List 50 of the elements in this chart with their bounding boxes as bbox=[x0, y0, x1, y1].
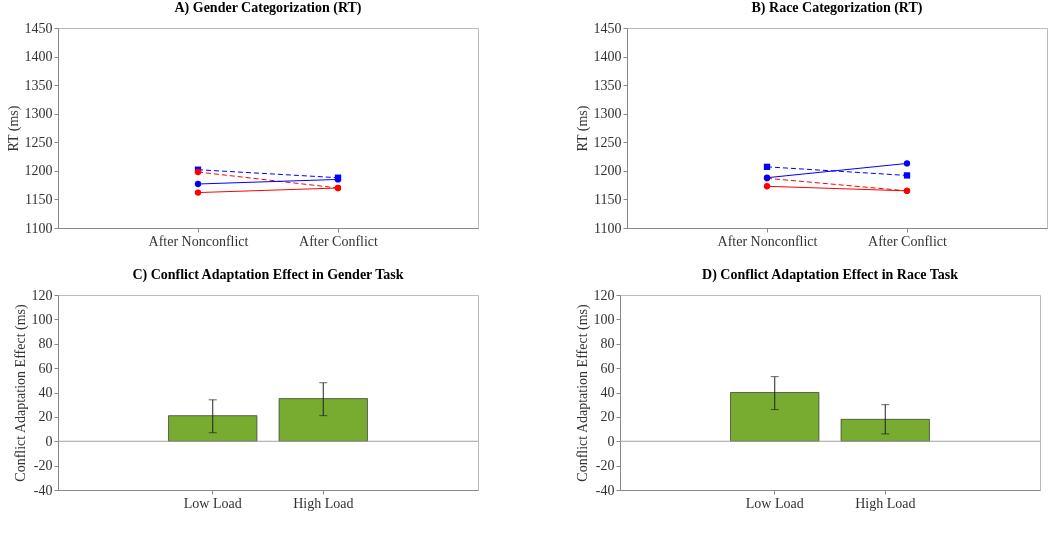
y-axis-title: RT (ms) bbox=[574, 105, 591, 152]
y-tick-label: 1400 bbox=[24, 49, 53, 65]
y-axis-title: RT (ms) bbox=[5, 105, 22, 152]
y-tick-label: 1200 bbox=[24, 163, 53, 179]
y-tick-label: 0 bbox=[45, 433, 53, 449]
y-tick-label: 20 bbox=[38, 409, 53, 425]
x-tick-label: High Load bbox=[293, 495, 354, 511]
y-tick-label: 1100 bbox=[594, 220, 622, 236]
y-tick-label: 100 bbox=[31, 311, 53, 327]
y-tick-label: 1250 bbox=[24, 134, 53, 150]
y-tick-label: 1150 bbox=[25, 191, 53, 207]
y-tick-label: -40 bbox=[33, 482, 53, 498]
x-tick-label: Low Load bbox=[745, 495, 804, 511]
y-tick-label: 80 bbox=[600, 336, 615, 352]
y-tick-label: 1350 bbox=[24, 77, 53, 93]
y-tick-label: 1150 bbox=[594, 191, 622, 207]
y-tick-label: 1300 bbox=[593, 106, 622, 122]
y-tick-label: 1300 bbox=[24, 106, 53, 122]
y-tick-label: 1350 bbox=[593, 77, 622, 93]
y-tick-label: 60 bbox=[38, 360, 53, 376]
y-tick-label: 1200 bbox=[593, 163, 622, 179]
x-tick-label: High Load bbox=[855, 495, 916, 511]
y-tick-label: 120 bbox=[31, 287, 53, 303]
x-tick-label: After Conflict bbox=[868, 233, 948, 249]
y-tick-label: 60 bbox=[600, 360, 615, 376]
chart-title: D) Conflict Adaptation Effect in Race Task bbox=[702, 267, 959, 283]
x-tick-label: Low Load bbox=[183, 495, 242, 511]
y-tick-label: -20 bbox=[595, 458, 615, 474]
y-tick-label: 0 bbox=[607, 433, 615, 449]
y-tick-label: 40 bbox=[38, 385, 53, 400]
y-tick-label: 1250 bbox=[593, 134, 622, 150]
y-axis-title: Conflict Adaptation Effect (ms) bbox=[574, 303, 591, 482]
y-tick-label: 1100 bbox=[25, 220, 53, 236]
chart-title: B) Race Categorization (RT) bbox=[751, 0, 923, 16]
y-tick-label: -20 bbox=[33, 458, 53, 474]
chart-title: A) Gender Categorization (RT) bbox=[174, 0, 362, 16]
y-tick-label: 1450 bbox=[24, 20, 53, 36]
y-tick-label: 20 bbox=[600, 409, 615, 425]
y-tick-label: 1450 bbox=[593, 20, 622, 36]
x-tick-label: After Nonconflict bbox=[717, 233, 818, 249]
y-tick-label: -40 bbox=[595, 482, 615, 498]
y-tick-label: 100 bbox=[593, 311, 615, 327]
y-tick-label: 1400 bbox=[593, 49, 622, 65]
y-tick-label: 120 bbox=[593, 287, 615, 303]
y-tick-label: 40 bbox=[600, 385, 615, 400]
chart-title: C) Conflict Adaptation Effect in Gender Task bbox=[132, 267, 404, 283]
x-tick-label: After Conflict bbox=[299, 233, 379, 249]
y-tick-label: 80 bbox=[38, 336, 53, 352]
x-tick-label: After Nonconflict bbox=[148, 233, 249, 249]
y-axis-title: Conflict Adaptation Effect (ms) bbox=[12, 303, 29, 482]
